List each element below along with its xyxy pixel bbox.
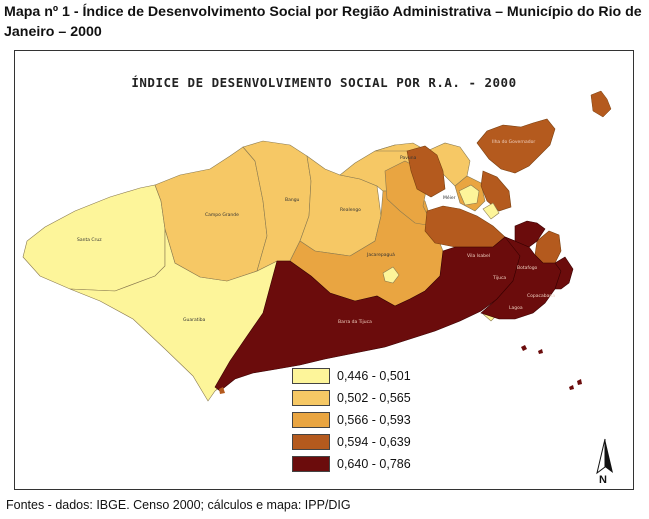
island-small-5 [219, 387, 225, 394]
map-frame: Santa Cruz Guaratiba Campo Grande Bangu … [14, 50, 634, 490]
legend-label: 0,594 - 0,639 [337, 435, 411, 449]
legend-label: 0,566 - 0,593 [337, 413, 411, 427]
ra-map: Santa Cruz Guaratiba Campo Grande Bangu … [22, 90, 612, 402]
legend-label: 0,502 - 0,565 [337, 391, 411, 405]
legend-item: 0,446 - 0,501 [292, 368, 442, 384]
legend-label: 0,640 - 0,786 [337, 457, 411, 471]
region-label-vila-isabel: Vila Isabel [467, 253, 490, 259]
legend-swatch [292, 456, 330, 472]
region-label-pavuna: Pavuna [400, 155, 417, 161]
island-small-1 [521, 345, 527, 351]
map-title: ÍNDICE DE DESENVOLVIMENTO SOCIAL POR R.A… [131, 75, 517, 90]
legend-item: 0,566 - 0,593 [292, 412, 442, 428]
region-complexo-alemao [458, 184, 480, 206]
legend-swatch [292, 412, 330, 428]
region-label-copacabana: Copacabana [527, 293, 555, 299]
region-cidade-deus [382, 266, 400, 284]
region-label-guaratiba: Guaratiba [183, 317, 206, 323]
region-label-bangu: Bangu [285, 197, 300, 203]
source-note: Fontes - dados: IBGE. Censo 2000; cálcul… [6, 498, 351, 512]
legend-swatch [292, 368, 330, 384]
page-title: Mapa nº 1 - Índice de Desenvolvimento So… [4, 4, 642, 40]
north-arrow-icon [596, 438, 613, 475]
region-ilha-governador [476, 118, 556, 174]
island-small-3 [577, 379, 582, 385]
region-label-jacarepagua: Jacarepaguá [366, 251, 395, 258]
region-label-lagoa: Lagoa [509, 305, 523, 311]
legend-swatch [292, 434, 330, 450]
region-label-barra-tijuca: Barra da Tijuca [338, 319, 372, 325]
region-tijuca [480, 236, 562, 320]
island-small-2 [538, 349, 543, 354]
region-penha [480, 170, 512, 212]
region-label-campo-grande: Campo Grande [205, 212, 239, 218]
region-copacabana [554, 256, 574, 290]
island-small-4 [569, 385, 574, 390]
region-label-realengo: Realengo [340, 207, 361, 213]
legend-item: 0,594 - 0,639 [292, 434, 442, 450]
region-label-meier: Méier [443, 194, 456, 201]
region-label-santa-cruz: Santa Cruz [77, 237, 102, 243]
island-paqueta [590, 90, 612, 118]
region-label-tijuca: Tijuca [492, 275, 506, 281]
region-centro-sul [514, 220, 546, 248]
legend-item: 0,502 - 0,565 [292, 390, 442, 406]
legend-item: 0,640 - 0,786 [292, 456, 442, 472]
region-mare [482, 202, 500, 220]
region-label-ilha-governador: Ilha do Governador [492, 139, 535, 145]
region-meier [406, 145, 446, 198]
north-label: N [599, 474, 607, 486]
legend-swatch [292, 390, 330, 406]
legend-label: 0,446 - 0,501 [337, 369, 411, 383]
region-label-botafogo: Botafogo [517, 265, 538, 271]
